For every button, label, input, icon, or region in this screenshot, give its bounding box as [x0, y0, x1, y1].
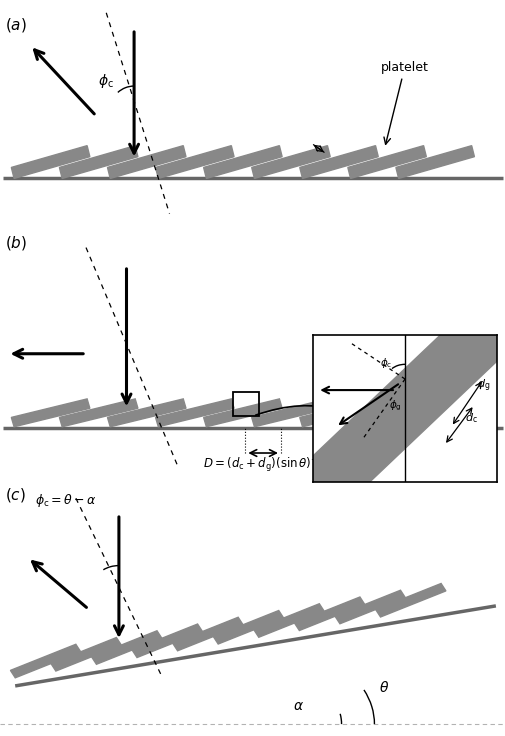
Text: $(c)$: $(c)$	[5, 486, 26, 504]
Polygon shape	[251, 146, 330, 178]
Text: $\phi_{\rm g}$: $\phi_{\rm g}$	[388, 399, 401, 414]
Polygon shape	[11, 644, 80, 678]
Polygon shape	[299, 399, 378, 427]
Polygon shape	[107, 146, 186, 178]
Text: $(a)$: $(a)$	[5, 15, 27, 34]
Polygon shape	[59, 399, 138, 427]
Text: $d_{\rm c}$: $d_{\rm c}$	[464, 411, 477, 425]
Bar	[232, 392, 259, 416]
Polygon shape	[203, 146, 282, 178]
Polygon shape	[322, 238, 505, 490]
Polygon shape	[294, 597, 364, 631]
Polygon shape	[395, 146, 474, 178]
Polygon shape	[334, 590, 405, 623]
Polygon shape	[254, 604, 324, 637]
Polygon shape	[299, 146, 378, 178]
Polygon shape	[211, 327, 487, 578]
Polygon shape	[251, 399, 330, 427]
Text: $D = (d_{\rm c}+d_{\rm g})(\sin\theta)^{-1}$: $D = (d_{\rm c}+d_{\rm g})(\sin\theta)^{…	[202, 454, 323, 475]
Polygon shape	[375, 584, 445, 617]
Polygon shape	[11, 399, 90, 427]
Polygon shape	[59, 146, 138, 178]
Polygon shape	[51, 637, 121, 671]
Text: $\theta$: $\theta$	[379, 680, 389, 696]
Polygon shape	[155, 146, 234, 178]
Polygon shape	[172, 618, 242, 651]
Polygon shape	[203, 399, 282, 427]
Text: $\phi_{\rm c}$: $\phi_{\rm c}$	[98, 71, 114, 90]
Text: $\phi_{\rm c} = \theta - \alpha$: $\phi_{\rm c} = \theta - \alpha$	[35, 492, 97, 509]
Polygon shape	[347, 399, 426, 427]
Polygon shape	[11, 146, 90, 178]
Text: $(b)$: $(b)$	[5, 234, 27, 252]
Polygon shape	[395, 399, 474, 427]
Polygon shape	[107, 399, 186, 427]
Polygon shape	[347, 146, 426, 178]
Text: $d_{\rm g}$: $d_{\rm g}$	[476, 378, 489, 394]
Polygon shape	[91, 631, 162, 665]
Polygon shape	[132, 624, 202, 657]
Text: $\phi_{\rm c}$: $\phi_{\rm c}$	[379, 356, 391, 370]
Text: platelet: platelet	[380, 60, 428, 144]
Text: $\alpha$: $\alpha$	[293, 699, 304, 713]
Polygon shape	[213, 610, 283, 644]
Text: $\theta$: $\theta$	[462, 400, 472, 414]
Polygon shape	[155, 399, 234, 427]
